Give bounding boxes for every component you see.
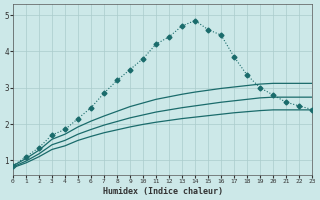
X-axis label: Humidex (Indice chaleur): Humidex (Indice chaleur) [102,187,222,196]
